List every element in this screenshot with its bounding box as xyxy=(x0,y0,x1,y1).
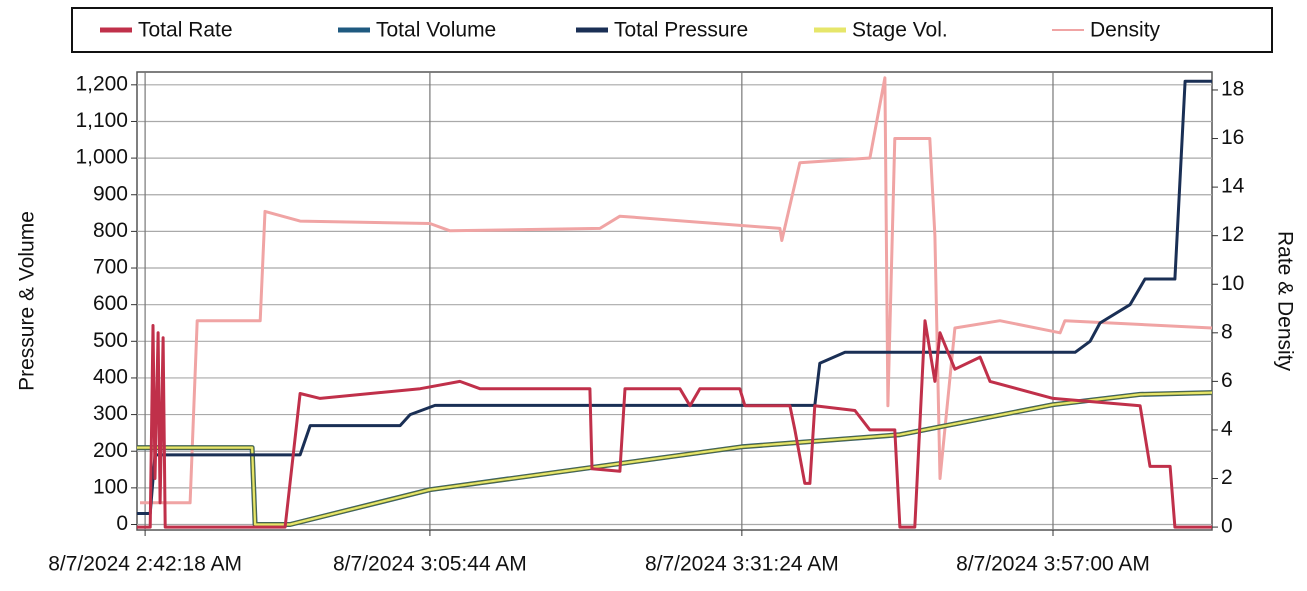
series-line xyxy=(137,79,1212,515)
y2-tick-label: 18 xyxy=(1221,78,1244,101)
y2-tick-label: 16 xyxy=(1221,126,1244,149)
series-line xyxy=(137,319,1212,529)
plot-area xyxy=(136,71,1213,531)
legend-label: Stage Vol. xyxy=(852,19,948,42)
y-tick-label: 100 xyxy=(93,475,128,498)
y-tick-label: 900 xyxy=(93,182,128,205)
x-tick-label: 8/7/2024 2:42:18 AM xyxy=(48,553,242,576)
y-tick-label: 200 xyxy=(93,439,128,462)
y-tick-label: 600 xyxy=(93,292,128,315)
x-tick-label: 8/7/2024 3:05:44 AM xyxy=(333,553,527,576)
y2-tick-label: 2 xyxy=(1221,466,1233,489)
y-axis-label: Pressure & Volume xyxy=(16,211,39,391)
y2-tick-label: 8 xyxy=(1221,320,1233,343)
x-tick-label: 8/7/2024 3:57:00 AM xyxy=(956,553,1150,576)
y-tick-label: 1,200 xyxy=(75,72,128,95)
y-tick-label: 800 xyxy=(93,219,128,242)
y2-tick-label: 14 xyxy=(1221,175,1245,198)
series-line xyxy=(137,391,1213,526)
y2-axis-label: Rate & Density xyxy=(1273,231,1296,372)
y-tick-label: 1,100 xyxy=(75,109,128,132)
x-tick-label: 8/7/2024 3:31:24 AM xyxy=(645,553,839,576)
plot-frame xyxy=(136,71,1213,531)
y2-tick-label: 10 xyxy=(1221,272,1244,295)
y2-tick-label: 0 xyxy=(1221,515,1233,538)
y-tick-label: 0 xyxy=(116,512,128,535)
legend-label: Density xyxy=(1090,19,1161,42)
legend-label: Total Pressure xyxy=(614,19,748,42)
legend-label: Total Rate xyxy=(138,19,233,42)
y2-tick-label: 6 xyxy=(1221,369,1233,392)
y-tick-label: 700 xyxy=(93,256,128,279)
y2-tick-label: 4 xyxy=(1221,417,1233,440)
y2-tick-label: 12 xyxy=(1221,223,1244,246)
legend-label: Total Volume xyxy=(376,19,496,42)
series-line xyxy=(140,76,1213,505)
y-tick-label: 500 xyxy=(93,329,128,352)
y-tick-label: 300 xyxy=(93,402,128,425)
y-tick-label: 1,000 xyxy=(75,146,128,169)
y-tick-label: 400 xyxy=(93,365,128,388)
